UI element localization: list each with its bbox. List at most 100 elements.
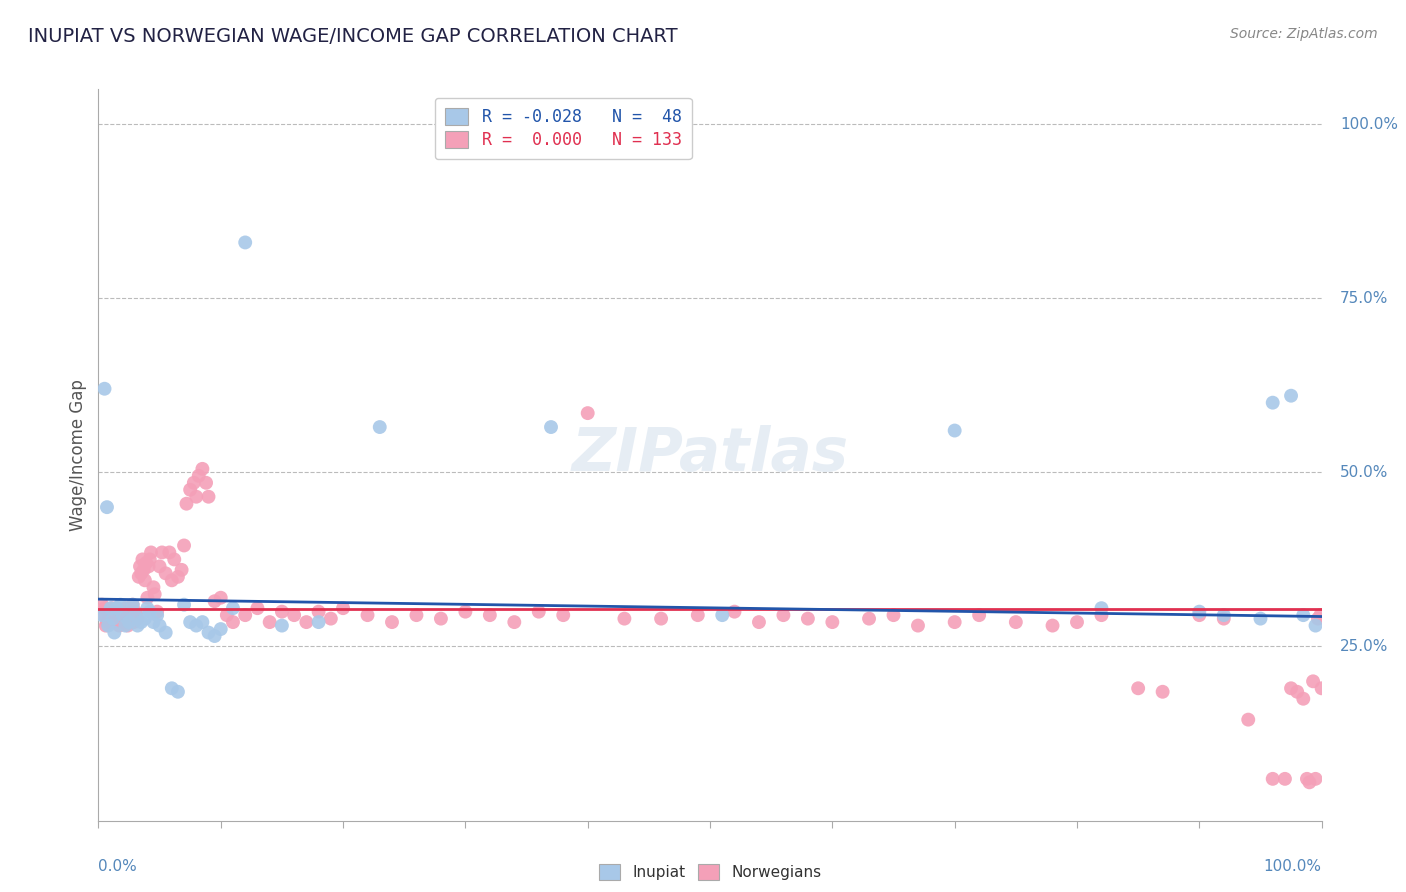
Point bbox=[308, 615, 330, 629]
Point bbox=[1090, 601, 1112, 615]
Point bbox=[132, 563, 155, 577]
Point bbox=[711, 608, 734, 623]
Point bbox=[527, 605, 550, 619]
Point bbox=[120, 612, 142, 626]
Point bbox=[1296, 772, 1319, 786]
Point bbox=[797, 612, 820, 626]
Point bbox=[160, 681, 183, 696]
Point bbox=[114, 601, 136, 615]
Point bbox=[142, 580, 165, 594]
Point bbox=[191, 462, 214, 476]
Point bbox=[540, 420, 562, 434]
Point bbox=[111, 615, 134, 629]
Point bbox=[1310, 681, 1333, 696]
Point bbox=[1305, 772, 1327, 786]
Point bbox=[117, 618, 139, 632]
Point bbox=[96, 615, 118, 629]
Point bbox=[246, 601, 269, 615]
Point bbox=[215, 608, 238, 623]
Point bbox=[163, 552, 186, 566]
Point bbox=[613, 612, 636, 626]
Point bbox=[748, 615, 770, 629]
Point bbox=[553, 608, 575, 623]
Point bbox=[967, 608, 990, 623]
Point bbox=[1066, 615, 1088, 629]
Point bbox=[101, 612, 124, 626]
Point bbox=[907, 618, 929, 632]
Point bbox=[127, 618, 149, 632]
Point bbox=[1261, 395, 1284, 409]
Point bbox=[405, 608, 427, 623]
Point bbox=[332, 601, 354, 615]
Point bbox=[96, 500, 118, 515]
Point bbox=[129, 615, 152, 629]
Point bbox=[1212, 612, 1234, 626]
Point bbox=[101, 601, 124, 615]
Point bbox=[270, 618, 294, 632]
Text: ZIPatlas: ZIPatlas bbox=[571, 425, 849, 484]
Point bbox=[186, 490, 208, 504]
Point bbox=[103, 615, 125, 629]
Point bbox=[233, 235, 256, 250]
Point bbox=[187, 468, 209, 483]
Point bbox=[503, 615, 526, 629]
Point bbox=[576, 406, 599, 420]
Point bbox=[233, 608, 256, 623]
Point bbox=[1212, 608, 1234, 623]
Point bbox=[179, 615, 201, 629]
Text: Source: ZipAtlas.com: Source: ZipAtlas.com bbox=[1230, 27, 1378, 41]
Text: 50.0%: 50.0% bbox=[1340, 465, 1388, 480]
Point bbox=[1237, 713, 1260, 727]
Point bbox=[111, 608, 134, 623]
Point bbox=[943, 615, 966, 629]
Point bbox=[112, 612, 135, 626]
Point bbox=[146, 605, 169, 619]
Point bbox=[1128, 681, 1150, 696]
Point bbox=[107, 608, 129, 623]
Point bbox=[121, 598, 143, 612]
Point bbox=[114, 618, 136, 632]
Point bbox=[110, 612, 132, 626]
Point bbox=[128, 570, 150, 584]
Point bbox=[368, 420, 391, 434]
Point bbox=[134, 574, 156, 588]
Point bbox=[1249, 612, 1271, 626]
Point bbox=[186, 618, 208, 632]
Point bbox=[97, 605, 120, 619]
Point bbox=[100, 615, 122, 629]
Point bbox=[430, 612, 453, 626]
Point bbox=[129, 566, 152, 581]
Point bbox=[1274, 772, 1296, 786]
Point bbox=[94, 618, 117, 632]
Point bbox=[381, 615, 404, 629]
Point bbox=[295, 615, 318, 629]
Point bbox=[143, 587, 166, 601]
Point bbox=[136, 591, 159, 605]
Point bbox=[270, 605, 294, 619]
Point bbox=[103, 605, 125, 619]
Point bbox=[1090, 608, 1112, 623]
Point bbox=[204, 629, 226, 643]
Point bbox=[98, 612, 121, 626]
Point bbox=[121, 598, 143, 612]
Point bbox=[1298, 775, 1320, 789]
Point bbox=[108, 618, 131, 632]
Point bbox=[191, 615, 214, 629]
Point bbox=[124, 608, 146, 623]
Point bbox=[150, 545, 173, 559]
Point bbox=[155, 566, 177, 581]
Point bbox=[1305, 618, 1327, 632]
Point bbox=[821, 615, 844, 629]
Point bbox=[1279, 681, 1302, 696]
Point bbox=[93, 601, 115, 615]
Point bbox=[138, 559, 160, 574]
Point bbox=[283, 608, 305, 623]
Point bbox=[1302, 674, 1324, 689]
Point bbox=[686, 608, 709, 623]
Point bbox=[1306, 612, 1329, 626]
Point bbox=[204, 594, 226, 608]
Point bbox=[91, 598, 114, 612]
Point bbox=[1152, 685, 1174, 699]
Point bbox=[173, 539, 195, 553]
Point bbox=[1286, 685, 1309, 699]
